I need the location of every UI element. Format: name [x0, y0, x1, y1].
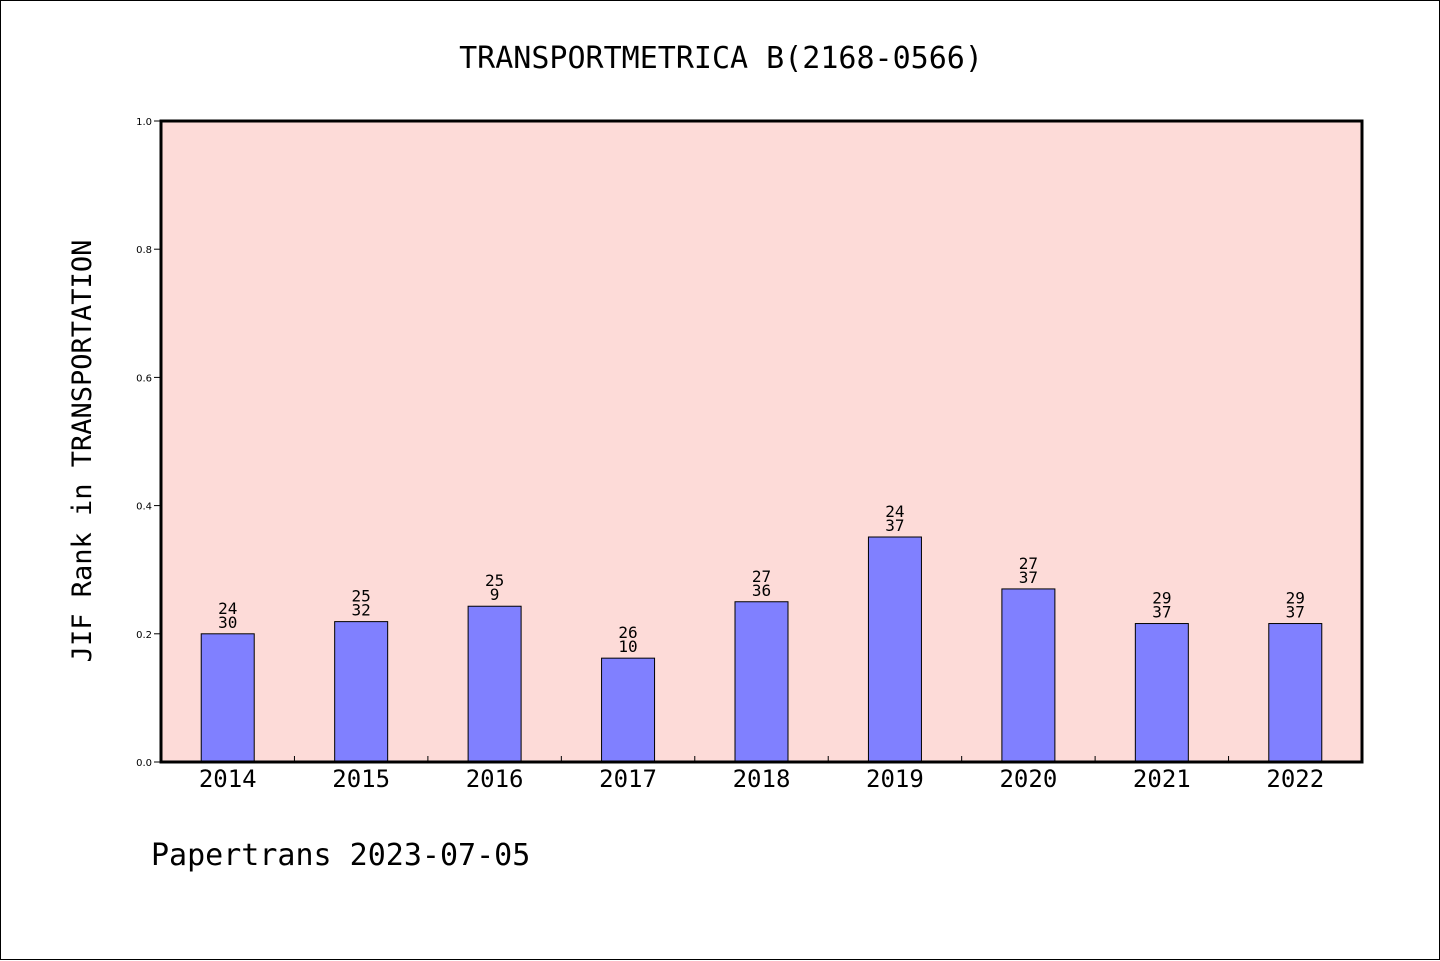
bar-total-label: 36	[752, 581, 771, 600]
bar-total-label: 9	[490, 585, 500, 604]
bar-2019	[867, 536, 922, 763]
x-tick-label: 2015	[332, 765, 390, 793]
bar-2017	[601, 657, 656, 763]
bar-2018	[734, 601, 789, 763]
bar-rank-label: 24	[885, 502, 904, 521]
x-tick-label: 2020	[999, 765, 1057, 793]
bar-rank-label: 25	[485, 571, 504, 590]
bar-rank-label: 25	[352, 587, 371, 606]
x-tick-label: 2016	[466, 765, 524, 793]
x-tick-label: 2022	[1266, 765, 1324, 793]
x-tick-label: 2017	[599, 765, 657, 793]
bar-2016	[467, 605, 522, 763]
x-tick-label: 2019	[866, 765, 924, 793]
y-tick-label: 0.4	[136, 502, 152, 513]
bar-rank-label: 29	[1152, 589, 1171, 608]
bar-rank-label: 27	[1019, 554, 1038, 573]
bar-total-label: 30	[218, 613, 237, 632]
bar-total-label: 37	[1286, 603, 1305, 622]
bar-series	[200, 536, 1323, 763]
bar-total-label: 10	[618, 637, 637, 656]
plot-frame	[159, 119, 1364, 764]
y-tick-label: 0.8	[136, 245, 152, 256]
bar-2020	[1001, 588, 1056, 763]
bar-total-label: 37	[885, 516, 904, 535]
bar-total-label: 37	[1152, 603, 1171, 622]
bar-total-label: 37	[1019, 568, 1038, 587]
x-tick-label: 2021	[1133, 765, 1191, 793]
chart-title: TRANSPORTMETRICA B(2168-0566)	[459, 41, 983, 76]
bar-2015	[334, 621, 389, 763]
bar-rank-label: 24	[218, 599, 237, 618]
x-tick-label: 2018	[733, 765, 791, 793]
x-axis-ticks: 2014 2015 2016 2017 2018 2019 2020 2021 2022	[199, 756, 1324, 793]
bar-2014	[200, 633, 255, 763]
bar-rank-label: 26	[618, 623, 637, 642]
y-axis-ticks: 0.0 0.2 0.4 0.6 0.8 1.0	[136, 117, 161, 769]
y-tick-label: 0.6	[136, 373, 152, 384]
y-tick-label: 1.0	[136, 117, 152, 128]
bar-2021	[1134, 623, 1189, 763]
bar-rank-label: 27	[752, 567, 771, 586]
footer-credit: Papertrans 2023-07-05	[151, 838, 530, 873]
bar-total-label: 32	[352, 601, 371, 620]
bar-rank-label: 29	[1286, 589, 1305, 608]
y-tick-label: 0.2	[136, 630, 152, 641]
y-tick-label: 0.0	[136, 758, 152, 769]
bar-2022	[1268, 623, 1323, 763]
x-tick-label: 2014	[199, 765, 257, 793]
y-axis-label: JIF Rank in TRANSPORTATION	[67, 240, 98, 663]
